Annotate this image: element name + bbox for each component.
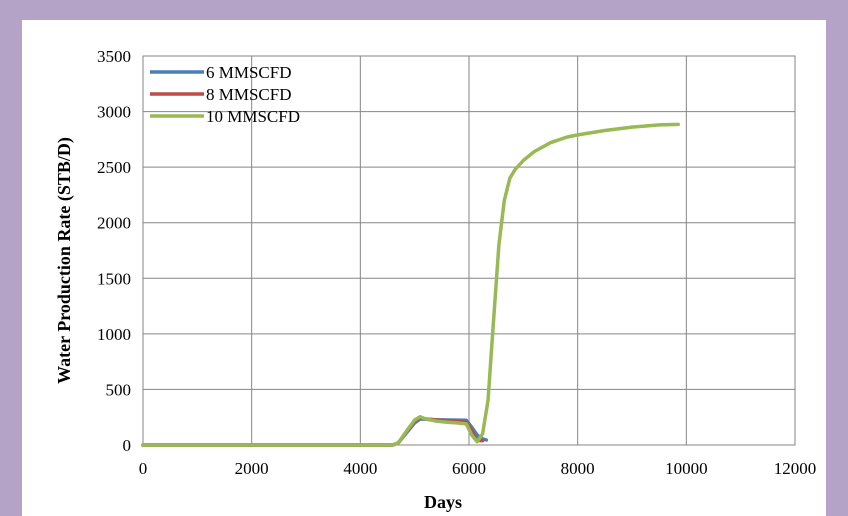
y-axis-title: Water Production Rate (STB/D) [54,137,75,384]
y-tick-label: 1000 [97,325,131,344]
x-tick-label: 6000 [452,459,486,478]
x-tick-label: 0 [139,459,148,478]
x-tick-label: 12000 [774,459,817,478]
x-tick-label: 10000 [665,459,708,478]
series-line-0 [141,417,489,447]
y-tick-label: 2000 [97,214,131,233]
y-tick-labels: 0 500 1000 1500 2000 2500 3000 3500 [97,47,131,455]
x-tick-label: 4000 [343,459,377,478]
chart-area [22,20,826,516]
x-tick-label: 2000 [235,459,269,478]
y-tick-label: 0 [123,436,132,455]
y-tick-label: 1500 [97,269,131,288]
x-axis-title: Days [424,492,462,512]
legend: 6 MMSCFD 8 MMSCFD 10 MMSCFD [150,63,300,126]
y-tick-label: 3500 [97,47,131,66]
legend-label: 10 MMSCFD [206,107,300,126]
y-tick-label: 2500 [97,158,131,177]
x-tick-label: 8000 [561,459,595,478]
x-tick-labels: 0 2000 4000 6000 8000 10000 12000 [139,459,817,478]
y-tick-label: 500 [106,380,132,399]
legend-label: 8 MMSCFD [206,85,292,104]
series-lines [141,122,680,447]
y-tick-label: 3000 [97,103,131,122]
legend-label: 6 MMSCFD [206,63,292,82]
series-line-2 [141,122,680,447]
